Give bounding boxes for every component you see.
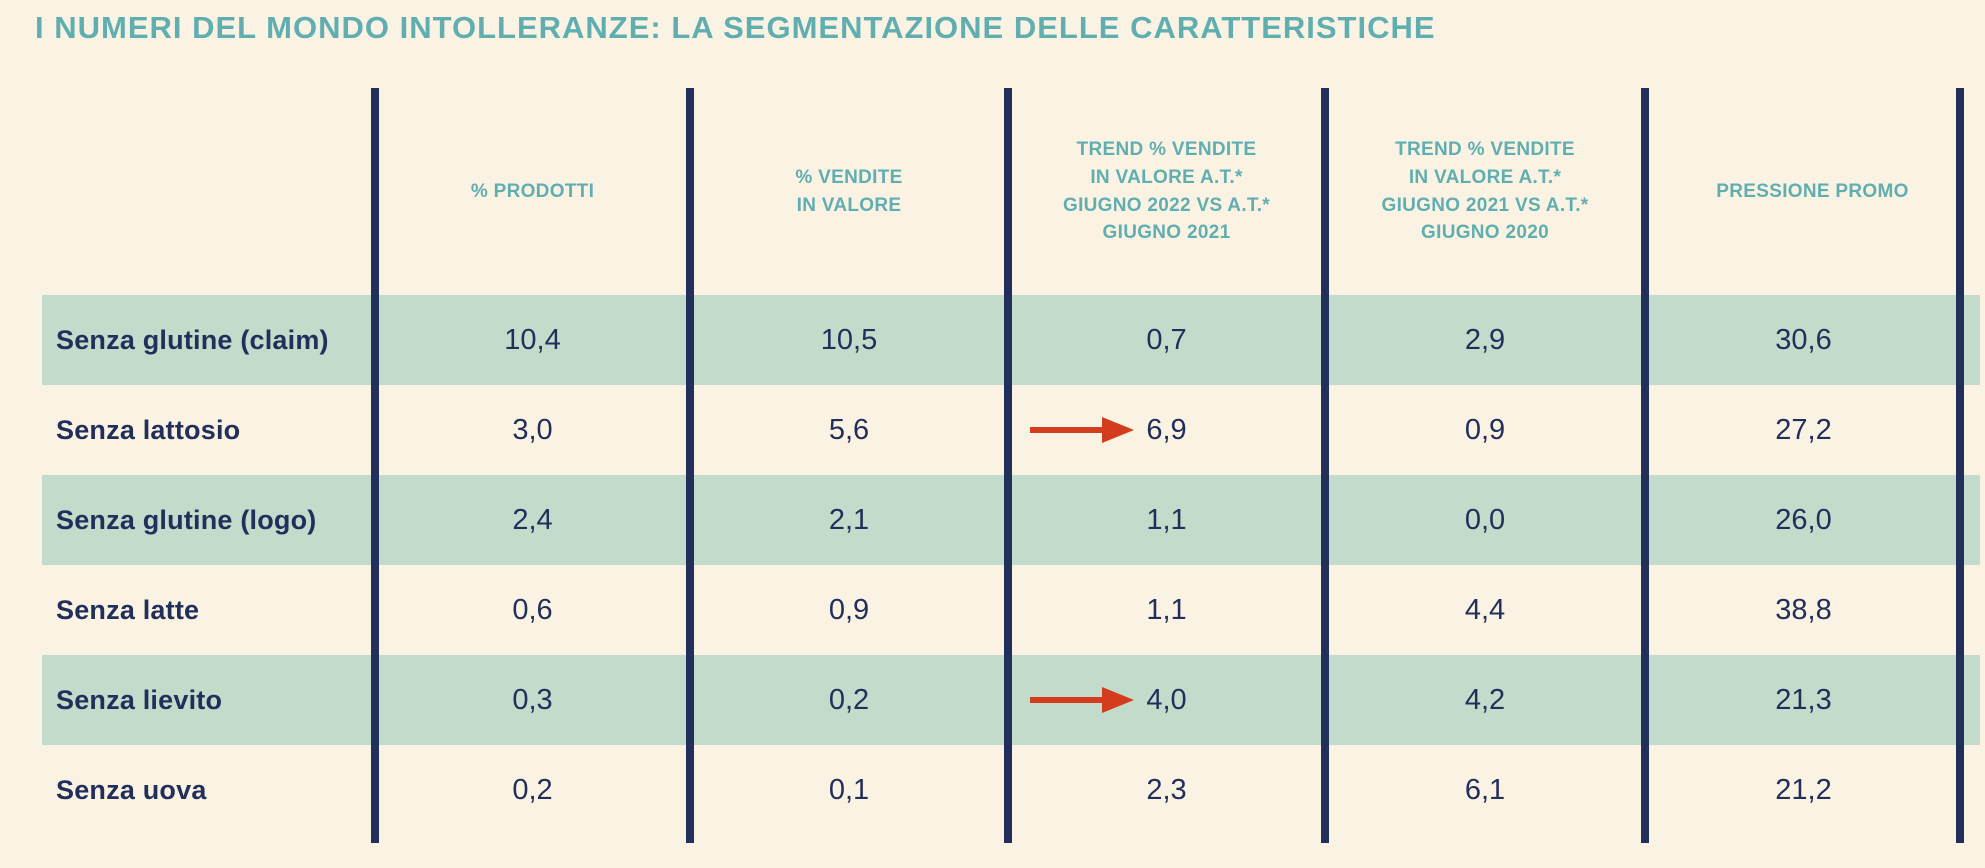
value-text: 4,0 (1146, 683, 1187, 716)
header-prodotti: % PRODOTTI (470, 180, 595, 202)
value-cell: 10,4 (504, 323, 561, 356)
column-divider (686, 88, 694, 843)
row-label: Senza latte (56, 594, 200, 625)
value-cell: 4,2 (1464, 683, 1506, 716)
row-label: Senza glutine (logo) (56, 504, 317, 535)
column-divider (1004, 88, 1012, 843)
value-cell: 0,1 (828, 773, 870, 806)
value-cell: 3,0 (512, 413, 553, 446)
value-cell: 1,1 (1146, 593, 1187, 626)
column-divider (1321, 88, 1329, 843)
value-cell: 0,3 (512, 683, 553, 716)
value-cell: 4,4 (1464, 593, 1506, 626)
value-cell: 6,9 (1008, 385, 1325, 475)
value-text: 6,9 (1146, 413, 1187, 446)
value-cell: 2,4 (512, 503, 553, 536)
value-cell: 10,5 (820, 323, 878, 356)
header-vendite-valore: % VENDITE IN VALORE (795, 166, 903, 216)
value-cell: 2,9 (1464, 323, 1506, 356)
table-row-senza-uova: Senza uova 0,2 0,1 2,3 6,1 21,2 (42, 745, 1980, 835)
page-title: I NUMERI DEL MONDO INTOLLERANZE: LA SEGM… (35, 10, 1436, 45)
header-trend-2022-vs-2021: TREND % VENDITE IN VALORE A.T.* GIUGNO 2… (1063, 139, 1270, 244)
trend-arrow-icon (1030, 682, 1134, 718)
row-label: Senza lattosio (56, 414, 241, 445)
column-divider (371, 88, 379, 843)
row-label: Senza glutine (claim) (56, 324, 329, 355)
row-label: Senza lievito (56, 684, 223, 715)
table-header-row: % PRODOTTI % VENDITE IN VALORE TREND % V… (42, 88, 1980, 295)
column-divider (1641, 88, 1649, 843)
value-cell: 27,2 (1775, 413, 1832, 446)
value-cell: 26,0 (1775, 503, 1832, 536)
table-row-senza-lattosio: Senza lattosio 3,0 5,6 6,9 0,9 27,2 (42, 385, 1980, 475)
value-cell: 30,6 (1775, 323, 1832, 356)
header-trend-2021-vs-2020: TREND % VENDITE IN VALORE A.T.* GIUGNO 2… (1381, 139, 1589, 244)
value-cell: 38,8 (1775, 593, 1832, 626)
trend-arrow-icon (1030, 412, 1134, 448)
value-cell: 0,0 (1464, 503, 1506, 536)
row-label: Senza uova (56, 774, 207, 805)
segmentation-table: % PRODOTTI % VENDITE IN VALORE TREND % V… (42, 88, 1980, 843)
header-empty-cell (42, 88, 375, 295)
header-pressione-promo: PRESSIONE PROMO (1716, 180, 1909, 202)
value-cell: 21,2 (1775, 773, 1832, 806)
value-cell: 5,6 (828, 413, 870, 446)
value-cell: 0,2 (828, 683, 870, 716)
value-cell: 0,7 (1146, 323, 1187, 356)
value-cell: 2,3 (1146, 773, 1187, 806)
value-cell: 21,3 (1775, 683, 1832, 716)
value-cell: 0,9 (828, 593, 870, 626)
table-row-senza-latte: Senza latte 0,6 0,9 1,1 4,4 38,8 (42, 565, 1980, 655)
value-cell: 4,0 (1008, 655, 1325, 745)
column-divider (1956, 88, 1964, 843)
value-cell: 2,1 (828, 503, 870, 536)
value-cell: 0,9 (1464, 413, 1506, 446)
value-cell: 1,1 (1146, 503, 1187, 536)
value-cell: 6,1 (1464, 773, 1506, 806)
value-cell: 0,6 (512, 593, 553, 626)
value-cell: 0,2 (512, 773, 553, 806)
